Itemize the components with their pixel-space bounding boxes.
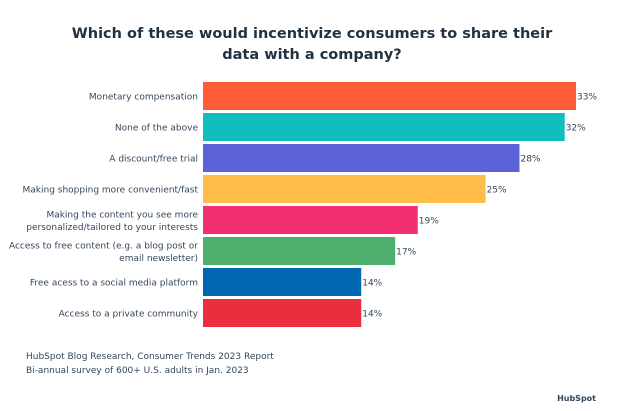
category-label: Access to a private community — [59, 310, 199, 320]
category-label: A discount/free trial — [109, 155, 198, 165]
source-line-1: HubSpot Blog Research, Consumer Trends 2… — [26, 352, 274, 362]
bar — [203, 144, 520, 172]
data-label: 14% — [362, 310, 382, 320]
category-label: email newsletter) — [119, 254, 198, 264]
data-label: 17% — [396, 248, 416, 258]
hubspot-logo: HubSpot — [557, 394, 596, 403]
data-label: 25% — [487, 186, 507, 196]
data-label: 32% — [566, 124, 586, 134]
chart-title-line-2: data with a company? — [222, 47, 402, 63]
data-label: 33% — [577, 93, 597, 103]
category-label: Free acess to a social media platform — [30, 279, 198, 289]
data-label: 14% — [362, 279, 382, 289]
category-label: None of the above — [115, 124, 199, 134]
category-label: personalized/tailored to your interests — [26, 223, 198, 233]
data-label: 19% — [419, 217, 439, 227]
bar — [203, 113, 565, 141]
bar — [203, 175, 486, 203]
category-label: Making the content you see more — [46, 210, 198, 220]
bar — [203, 206, 418, 234]
category-label: Making shopping more convenient/fast — [23, 186, 199, 196]
chart-title-line-1: Which of these would incentivize consume… — [71, 26, 553, 42]
bar — [203, 268, 362, 296]
category-label: Monetary compensation — [89, 93, 198, 103]
category-label: Access to free content (e.g. a blog post… — [9, 241, 198, 251]
bar — [203, 299, 362, 327]
source-line-2: Bi-annual survey of 600+ U.S. adults in … — [26, 366, 249, 376]
bar — [203, 82, 576, 110]
bar — [203, 237, 396, 265]
chart-title: Which of these would incentivize consume… — [0, 24, 624, 66]
data-label: 28% — [520, 155, 540, 165]
